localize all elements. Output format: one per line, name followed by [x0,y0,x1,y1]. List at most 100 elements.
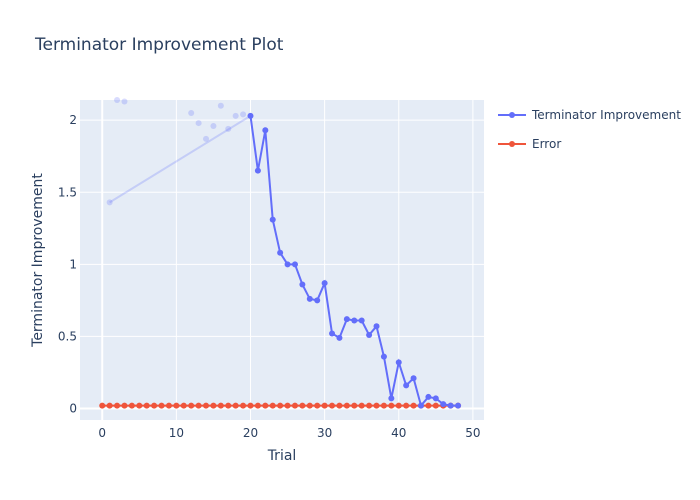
data-point-error [203,402,210,409]
faded-marker [188,109,195,116]
data-point-error [432,402,439,409]
faded-marker [217,102,224,109]
data-point-terminator-improvement [247,112,254,119]
data-point-error [158,402,165,409]
data-point-error [321,402,328,409]
data-point-error [180,402,187,409]
data-point-terminator-improvement [395,359,402,366]
data-point-terminator-improvement [351,317,358,324]
x-tick-label: 40 [391,426,406,440]
faded-marker [232,112,239,119]
data-point-error [388,402,395,409]
faded-marker [203,135,210,142]
data-point-terminator-improvement [291,261,298,268]
data-point-terminator-improvement [425,393,432,400]
y-axis-ticks: 0 0.5 1 1.5 2 [58,113,77,415]
data-point-error [284,402,291,409]
data-point-terminator-improvement [440,401,447,408]
data-point-error [358,402,365,409]
data-point-terminator-improvement [262,127,269,134]
y-tick-label: 1.5 [58,185,77,199]
data-point-error [410,402,417,409]
legend-label: Error [532,137,561,151]
legend-label: Terminator Improvement [531,108,681,122]
data-point-terminator-improvement [380,353,387,360]
data-point-terminator-improvement [417,402,424,409]
data-point-error [247,402,254,409]
data-point-error [269,402,276,409]
data-point-terminator-improvement [277,249,284,256]
faded-marker [195,120,202,127]
data-point-error [329,402,336,409]
series-error [99,402,462,409]
data-point-error [173,402,180,409]
data-point-error [306,402,313,409]
data-point-error [225,402,232,409]
legend-swatch-marker [509,112,515,118]
data-point-error [299,402,306,409]
data-point-error [240,402,247,409]
data-point-terminator-improvement [358,317,365,324]
data-point-error [99,402,106,409]
data-point-error [254,402,261,409]
x-tick-label: 30 [317,426,332,440]
data-point-terminator-improvement [403,382,410,389]
x-tick-label: 50 [465,426,480,440]
data-point-error [165,402,172,409]
data-point-terminator-improvement [269,216,276,223]
data-point-terminator-improvement [447,402,454,409]
data-point-error [425,402,432,409]
faded-marker [225,125,232,132]
faded-marker [114,97,121,103]
data-point-terminator-improvement [314,297,321,304]
data-point-terminator-improvement [336,334,343,341]
legend-item-terminator-improvement: Terminator Improvement [498,108,681,122]
data-point-terminator-improvement [373,323,380,330]
data-point-error [143,402,150,409]
data-point-terminator-improvement [343,316,350,323]
series-layer [99,112,462,409]
data-point-error [366,402,373,409]
data-point-terminator-improvement [254,167,261,174]
data-point-terminator-improvement [410,375,417,382]
plot-area [80,100,484,420]
data-point-terminator-improvement [306,295,313,302]
series-terminator-improvement [247,112,462,409]
y-tick-label: 2 [69,113,77,127]
faded-marker [121,98,128,105]
data-point-error [351,402,358,409]
data-point-error [277,402,284,409]
x-tick-label: 10 [169,426,184,440]
data-point-error [210,402,217,409]
faded-line [109,115,252,204]
data-point-error [188,402,195,409]
faded-marker [210,122,217,129]
data-point-error [128,402,135,409]
y-axis-title: Terminator Improvement [30,173,46,348]
y-tick-label: 1 [69,257,77,271]
data-point-terminator-improvement [455,402,462,409]
data-point-error [291,402,298,409]
faded-marker [106,199,113,206]
faded-points [106,97,252,206]
x-axis-ticks: 0 10 20 30 40 50 [98,426,480,440]
data-point-terminator-improvement [284,261,291,268]
legend: Terminator Improvement Error [498,108,681,151]
legend-item-error: Error [498,137,561,151]
data-point-terminator-improvement [366,331,373,338]
data-point-error [262,402,269,409]
y-tick-label: 0.5 [58,329,77,343]
data-point-error [314,402,321,409]
x-tick-label: 20 [243,426,258,440]
data-point-error [395,402,402,409]
data-point-terminator-improvement [321,280,328,287]
data-point-error [106,402,113,409]
data-point-terminator-improvement [388,395,395,402]
y-tick-label: 0 [69,401,77,415]
data-point-error [195,402,202,409]
data-point-error [114,402,121,409]
x-axis-title: Trial [267,448,297,464]
data-point-terminator-improvement [299,281,306,288]
data-point-terminator-improvement [432,395,439,402]
